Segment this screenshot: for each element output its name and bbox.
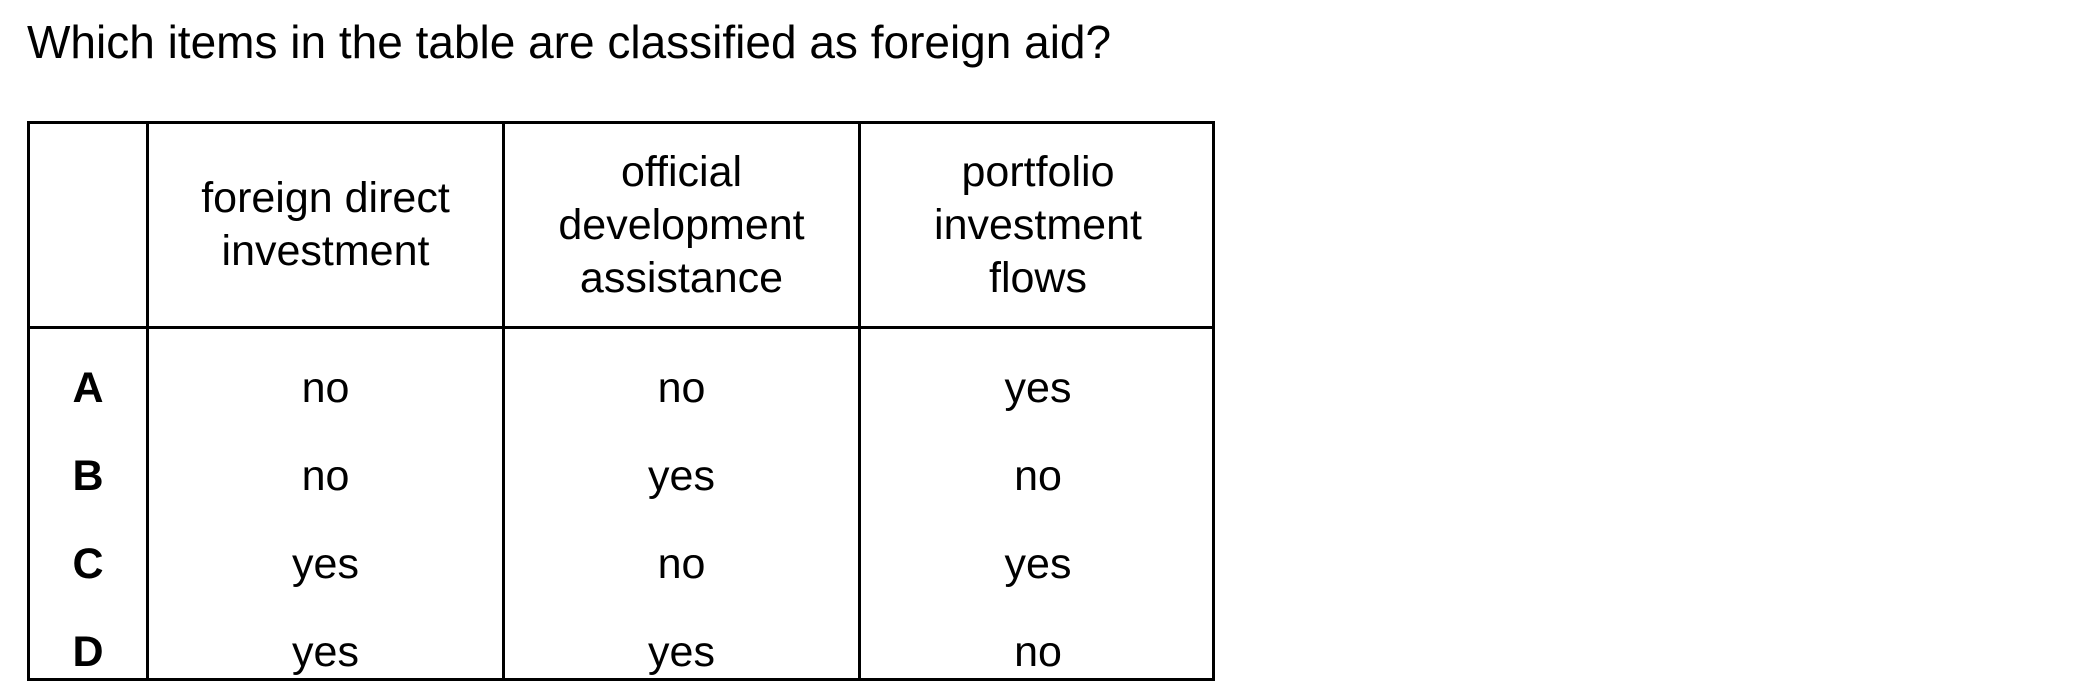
table-cell: no	[657, 363, 706, 412]
table-cell: yes	[1004, 363, 1072, 412]
column-divider	[858, 121, 861, 681]
header-official-development-assistance: official development assistance	[558, 147, 805, 302]
table-cell: no	[1014, 451, 1062, 500]
header-portfolio-investment-flows: portfolio investment flows	[934, 147, 1142, 302]
table-cell: yes	[292, 627, 359, 676]
table-cell: yes	[292, 539, 359, 588]
table-cell: yes	[1004, 539, 1072, 588]
table-cell: no	[301, 451, 350, 500]
row-label-c: C	[72, 539, 104, 588]
row-label-d: D	[72, 627, 104, 676]
table-cell: yes	[648, 451, 715, 500]
header-corner-cell	[30, 124, 146, 326]
table-cell: no	[301, 363, 350, 412]
column-divider	[146, 121, 149, 681]
header-foreign-direct-investment: foreign direct investment	[201, 174, 450, 275]
row-label-b: B	[72, 451, 104, 500]
table-cell: yes	[648, 627, 715, 676]
table-cell: no	[657, 539, 706, 588]
column-divider	[502, 121, 505, 681]
table-cell: no	[1014, 627, 1062, 676]
header-divider	[27, 326, 1215, 329]
answer-options-table: foreign direct investment official devel…	[27, 121, 1215, 681]
row-label-a: A	[72, 363, 104, 412]
question-text: Which items in the table are classified …	[27, 16, 1112, 68]
